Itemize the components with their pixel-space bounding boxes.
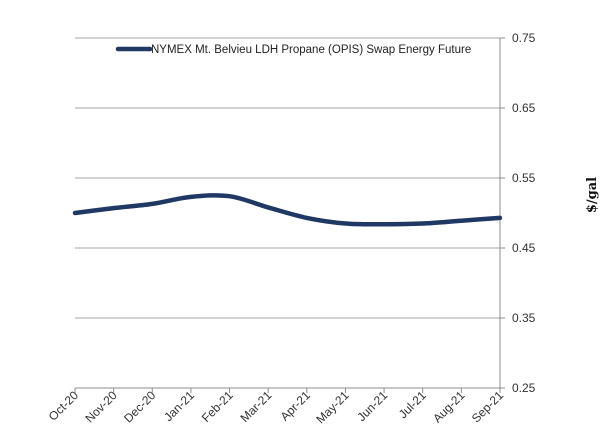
x-tick-label: Dec-20 <box>121 388 158 425</box>
y-axis-title: $/gal <box>585 177 600 213</box>
x-tick-label: Mar-21 <box>238 388 275 425</box>
x-tick-label: Apr-21 <box>278 388 314 424</box>
y-tick-labels: 0.25 0.35 0.45 0.55 0.65 0.75 <box>512 31 536 395</box>
x-tick-label: Jan-21 <box>161 388 197 424</box>
y-tick-label: 0.45 <box>512 241 536 255</box>
y-tick-label: 0.55 <box>512 171 536 185</box>
series-layer <box>72 193 503 227</box>
x-tick-labels: Oct-20 Nov-20 Dec-20 Jan-21 Feb-21 Mar-21 Apr-… <box>46 388 507 426</box>
x-tick-label: Jun-21 <box>354 388 390 424</box>
series-line <box>72 193 503 227</box>
legend-label: NYMEX Mt. Belvieu LDH Propane (OPIS) Swa… <box>151 44 471 56</box>
x-tick-label: Jul-21 <box>396 388 429 421</box>
y-tick-label: 0.75 <box>512 31 536 45</box>
y-tick-label: 0.25 <box>512 381 536 395</box>
y-tick-label: 0.65 <box>512 101 536 115</box>
x-tick-label: Aug-21 <box>430 388 467 425</box>
x-tick-label: Feb-21 <box>199 388 236 425</box>
legend: NYMEX Mt. Belvieu LDH Propane (OPIS) Swa… <box>115 44 471 56</box>
axes <box>74 37 505 393</box>
x-tick-label: Sep-21 <box>469 388 506 425</box>
y-tick-label: 0.35 <box>512 311 536 325</box>
x-tick-label: May-21 <box>313 388 351 426</box>
x-tick-label: Nov-20 <box>83 388 120 425</box>
x-tick-label: Oct-20 <box>46 388 82 424</box>
